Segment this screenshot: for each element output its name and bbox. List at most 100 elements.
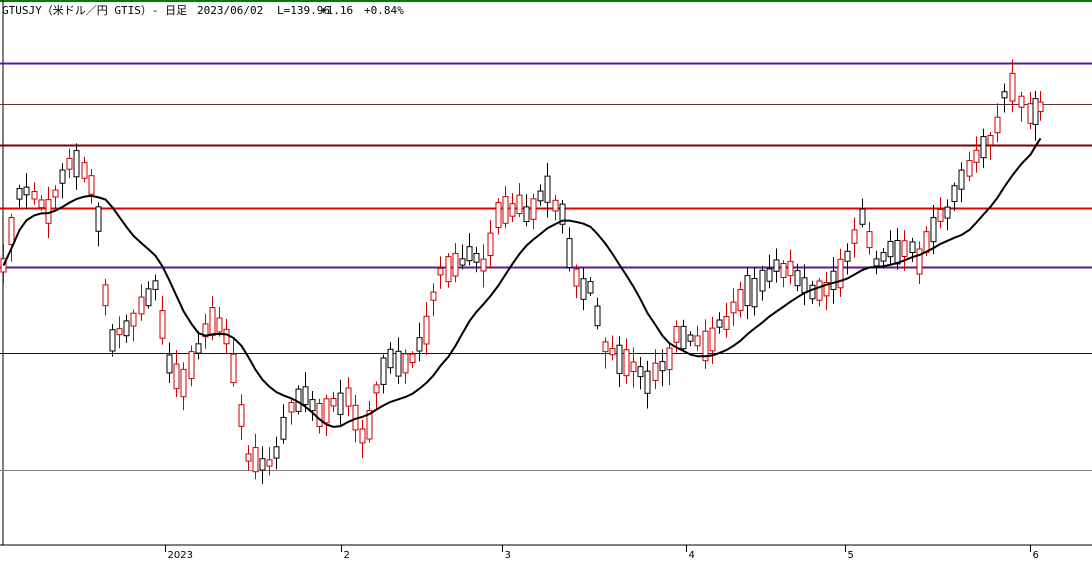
moving-average-line <box>2 137 1042 428</box>
candle-up <box>994 116 1001 134</box>
candle-down <box>801 277 808 294</box>
candle-down <box>587 281 594 294</box>
candle-down <box>280 416 287 440</box>
candle-up <box>709 327 716 352</box>
candle-up <box>202 323 209 338</box>
candle-down <box>559 203 566 225</box>
candle-down <box>909 241 916 253</box>
candle-up <box>238 404 245 427</box>
candle-up <box>623 349 630 377</box>
candle-up <box>409 353 416 364</box>
candle-up <box>973 149 980 163</box>
candle-up <box>730 301 737 314</box>
candle-down <box>309 399 316 412</box>
x-tick-label: 2 <box>344 550 350 561</box>
candle-down <box>830 270 837 291</box>
candle-down <box>944 206 951 219</box>
candle-up <box>52 189 59 198</box>
candle-up <box>38 199 45 209</box>
candle-down <box>894 240 901 265</box>
candle-down <box>680 325 687 350</box>
candle-up <box>530 198 537 220</box>
candle-up <box>787 260 794 277</box>
candle-up <box>702 330 709 362</box>
candle-up <box>216 317 223 333</box>
candle-down <box>123 320 130 337</box>
candle-up <box>837 258 844 289</box>
candle-up <box>666 347 673 371</box>
candle-down <box>794 270 801 287</box>
candle-up <box>495 202 502 228</box>
candle-up <box>31 191 38 200</box>
candle-down <box>809 284 816 300</box>
candle-up <box>987 135 994 146</box>
candle-down <box>958 169 965 190</box>
candle-down <box>859 208 866 225</box>
candle-up <box>88 175 95 195</box>
header-change: +1.16 <box>320 4 353 17</box>
candle-up <box>652 362 659 381</box>
candle-down <box>980 136 987 159</box>
header-last-price: L=139.96 <box>277 4 330 17</box>
candle-up <box>223 328 230 345</box>
candle-up <box>823 282 830 297</box>
candle-up <box>516 194 523 215</box>
candle-down <box>109 329 116 352</box>
candle-up <box>509 203 516 217</box>
candle-up <box>780 263 787 278</box>
candle-down <box>145 288 152 307</box>
candle-up <box>502 196 509 224</box>
candle-up <box>480 258 487 272</box>
candle-down <box>302 386 309 406</box>
candle-up <box>138 296 145 315</box>
candle-down <box>566 238 573 269</box>
candle-down <box>766 268 773 282</box>
candle-down <box>751 278 758 308</box>
candle-up <box>402 353 409 374</box>
candle-down <box>337 392 344 415</box>
candle-up <box>609 348 616 356</box>
candle-down <box>416 337 423 352</box>
candle-down <box>166 354 173 374</box>
candle-up <box>8 217 15 246</box>
candle-down <box>873 258 880 267</box>
candle-up <box>1037 101 1044 112</box>
candle-up <box>102 284 109 307</box>
candle-down <box>644 370 651 394</box>
candle-down <box>387 348 394 369</box>
header-date: 2023/06/02 <box>197 4 263 17</box>
candle-down <box>1001 91 1008 99</box>
candle-down <box>637 366 644 378</box>
candle-up <box>330 398 337 407</box>
candle-up <box>316 403 323 427</box>
horizontal-level-lines <box>0 62 1092 471</box>
candle-up <box>452 252 459 277</box>
candle-up <box>937 209 944 222</box>
candle-up <box>573 268 580 287</box>
candles-layer <box>0 59 1044 484</box>
candle-down <box>887 241 894 258</box>
candle-up <box>173 363 180 390</box>
candle-up <box>266 459 273 467</box>
candle-down <box>380 357 387 385</box>
candle-down <box>466 246 473 262</box>
candle-up <box>252 447 259 473</box>
candle-up <box>966 160 973 177</box>
candle-down <box>1032 98 1039 125</box>
candle-up <box>180 368 187 398</box>
header-symbol: GTUSJY（米ドル／円 GTIS）- 日足 <box>2 4 187 17</box>
candle-up <box>816 280 823 301</box>
candle-down <box>744 275 751 307</box>
candle-down <box>580 278 587 300</box>
candle-down <box>716 319 723 328</box>
candle-up <box>552 199 559 212</box>
candle-down <box>95 206 102 232</box>
candle-down <box>930 217 937 243</box>
candle-up <box>116 328 123 336</box>
candle-up <box>188 351 195 380</box>
x-tick-label: 4 <box>689 550 695 561</box>
candle-down <box>616 344 623 374</box>
candle-down <box>951 185 958 202</box>
candle-up <box>209 307 216 336</box>
